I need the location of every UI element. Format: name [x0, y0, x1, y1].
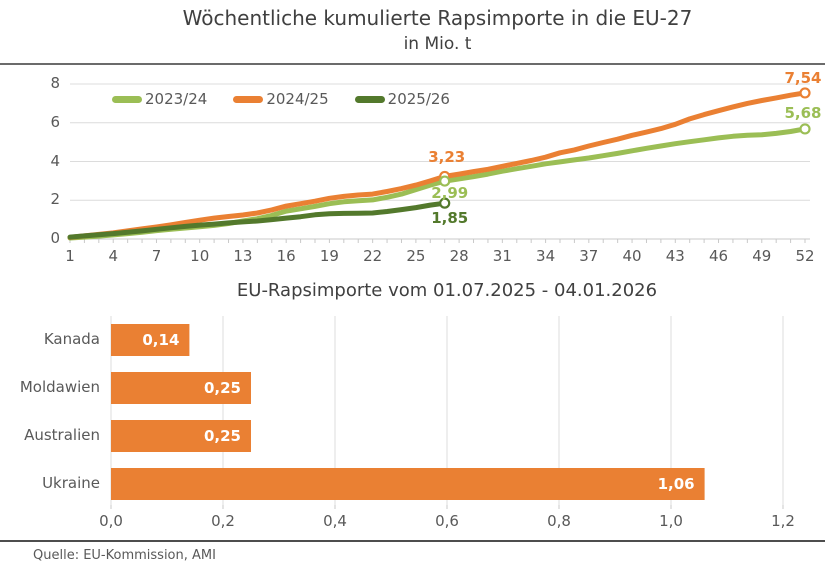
data-marker-1,85 — [439, 197, 451, 209]
series-line-2024-25 — [67, 90, 808, 240]
bar-moldawien — [111, 372, 251, 404]
data-marker-7,54 — [799, 87, 811, 99]
legend-label-2024-25: 2024/25 — [266, 90, 329, 108]
legend-item-2024-25: 2024/25 — [233, 90, 329, 108]
top-separator-line — [0, 63, 825, 65]
legend-label-2025-26: 2025/26 — [387, 90, 450, 108]
bottom-separator-line — [0, 540, 825, 542]
bar-australien — [111, 420, 251, 452]
data-marker-2,99 — [439, 175, 451, 187]
legend-swatch-2024-25 — [233, 95, 264, 103]
data-marker-5,68 — [799, 123, 811, 135]
legend-swatch-2025-26 — [354, 95, 385, 103]
bar-chart-title: EU-Rapsimporte vom 01.07.2025 - 04.01.20… — [236, 280, 658, 301]
bar-ukraine — [111, 468, 705, 500]
legend-label-2023-24: 2023/24 — [145, 90, 208, 108]
bar-kanada — [111, 324, 190, 356]
legend-item-2025-26: 2025/26 — [354, 90, 450, 108]
source-note: Quelle: EU-Kommission, AMI — [33, 548, 216, 563]
chart-title: Wöchentliche kumulierte Rapsimporte in d… — [182, 6, 693, 30]
legend: 2023/24 2024/25 2025/26 — [112, 90, 450, 108]
chart-subtitle: in Mio. t — [403, 34, 472, 54]
series-line-2025-26 — [67, 200, 448, 240]
legend-item-2023-24: 2023/24 — [112, 90, 207, 108]
legend-swatch-2023-24 — [112, 95, 142, 103]
